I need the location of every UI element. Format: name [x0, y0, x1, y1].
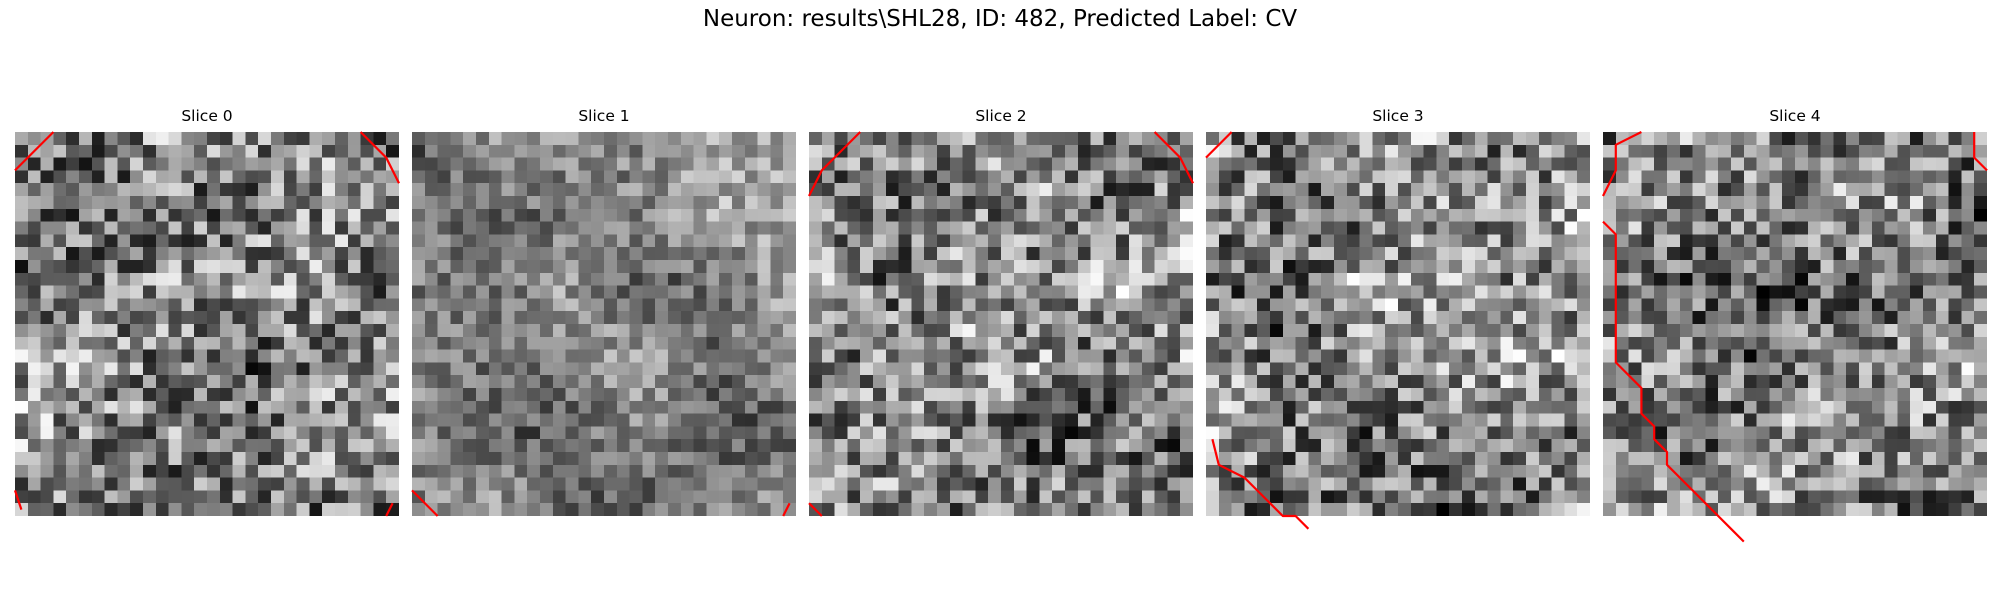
- slice-contours-1: [412, 132, 796, 516]
- contour-line: [1155, 132, 1193, 183]
- contour-line: [783, 503, 789, 516]
- slice-panel-0: Slice 0: [15, 107, 399, 516]
- slice-image-2: [809, 132, 1193, 516]
- figure-title: Neuron: results\SHL28, ID: 482, Predicte…: [702, 6, 1298, 32]
- slice-heatmap-0: [15, 132, 399, 516]
- contour-line: [361, 132, 399, 183]
- slice-title-4: Slice 4: [1769, 107, 1821, 125]
- slice-title-0: Slice 0: [181, 107, 233, 125]
- slice-panel-1: Slice 1: [412, 107, 796, 516]
- contour-line: [809, 503, 822, 516]
- slice-panel-4: Slice 4: [1603, 107, 1987, 516]
- slice-title-1: Slice 1: [578, 107, 630, 125]
- slice-panel-3: Slice 3: [1206, 107, 1590, 516]
- contour-line: [1603, 222, 1744, 542]
- contour-line: [15, 132, 53, 170]
- slice-contours-4: [1603, 132, 1987, 516]
- contour-line: [1206, 132, 1232, 158]
- contour-line: [386, 503, 392, 516]
- slice-image-3: [1206, 132, 1590, 516]
- slice-image-0: [15, 132, 399, 516]
- slice-image-4: [1603, 132, 1987, 516]
- contour-line: [1603, 132, 1641, 196]
- slice-heatmap-3: [1206, 132, 1590, 516]
- slice-title-3: Slice 3: [1372, 107, 1424, 125]
- slice-contours-0: [15, 132, 399, 516]
- contour-line: [15, 490, 21, 509]
- contour-line: [1212, 439, 1308, 529]
- contour-line: [412, 490, 438, 516]
- slice-heatmap-2: [809, 132, 1193, 516]
- contour-line: [809, 132, 860, 196]
- contour-line: [1974, 132, 1987, 170]
- slice-image-1: [412, 132, 796, 516]
- slice-heatmap-1: [412, 132, 796, 516]
- slice-panel-2: Slice 2: [809, 107, 1193, 516]
- slice-contours-3: [1206, 132, 1590, 516]
- slice-title-2: Slice 2: [975, 107, 1027, 125]
- slice-contours-2: [809, 132, 1193, 516]
